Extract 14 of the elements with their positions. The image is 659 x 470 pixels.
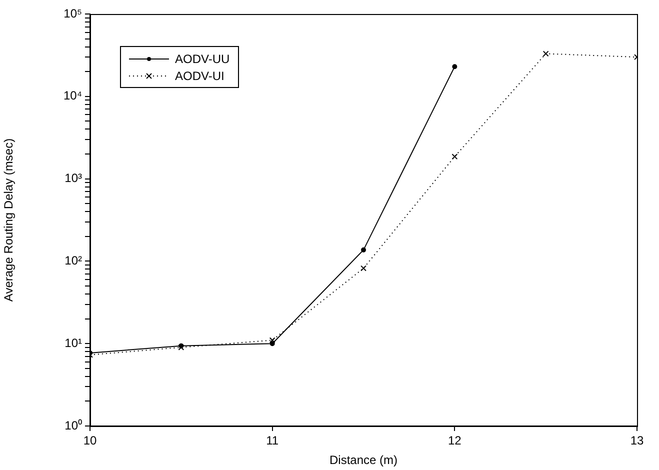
x-tick-label: 10 bbox=[83, 434, 97, 448]
y-tick-label: 10⁴ bbox=[63, 88, 82, 103]
y-tick-label: 10² bbox=[64, 254, 82, 268]
x-tick-label: 12 bbox=[448, 434, 462, 448]
legend-label: AODV-UU bbox=[175, 52, 230, 66]
y-tick-label: 10⁵ bbox=[64, 6, 82, 20]
y-axis-title: Average Routing Delay (msec) bbox=[2, 138, 16, 302]
x-axis-title: Distance (m) bbox=[329, 453, 398, 468]
y-tick-label: 10⁰ bbox=[64, 418, 82, 432]
y-tick-label: 10³ bbox=[64, 171, 82, 186]
x-tick-label: 13 bbox=[630, 434, 644, 448]
y-tick-label: 10¹ bbox=[64, 336, 82, 350]
legend-label: AODV-UI bbox=[175, 68, 224, 82]
x-tick-label: 11 bbox=[266, 434, 279, 448]
